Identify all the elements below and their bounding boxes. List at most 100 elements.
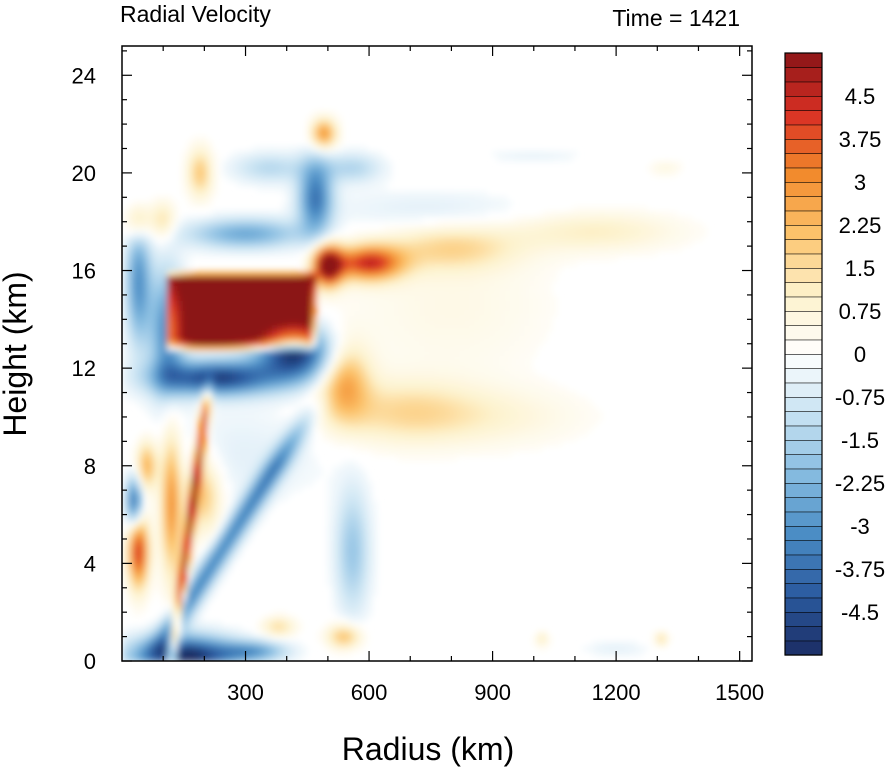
- heatmap-cell: [652, 246, 658, 252]
- heatmap-cell: [342, 301, 348, 307]
- heatmap-cell: [382, 291, 388, 297]
- heatmap-cell: [227, 221, 233, 227]
- heatmap-cell: [282, 421, 288, 427]
- heatmap-cell: [482, 211, 488, 217]
- heatmap-cell: [277, 436, 283, 442]
- heatmap-cell: [527, 256, 533, 262]
- heatmap-cell: [262, 406, 268, 412]
- heatmap-cell: [597, 236, 603, 242]
- heatmap-cell: [237, 451, 243, 457]
- heatmap-cell: [477, 356, 483, 362]
- heatmap-cell: [292, 186, 298, 192]
- heatmap-cell: [332, 256, 338, 262]
- heatmap-cell: [337, 256, 343, 262]
- heatmap-cell: [292, 161, 298, 167]
- heatmap-cell: [402, 211, 408, 217]
- heatmap-cell: [167, 361, 173, 367]
- heatmap-cell: [297, 151, 303, 157]
- heatmap-cell: [182, 411, 188, 417]
- heatmap-cell: [227, 296, 233, 302]
- heatmap-cell: [162, 401, 168, 407]
- heatmap-cell: [142, 286, 148, 292]
- heatmap-cell: [432, 346, 438, 352]
- heatmap-cell: [582, 421, 588, 427]
- heatmap-cell: [312, 286, 318, 292]
- heatmap-cell: [242, 226, 248, 232]
- heatmap-cell: [327, 196, 333, 202]
- heatmap-cell: [382, 156, 388, 162]
- heatmap-cell: [332, 286, 338, 292]
- heatmap-cell: [462, 201, 468, 207]
- heatmap-cell: [162, 341, 168, 347]
- heatmap-cell: [437, 261, 443, 267]
- heatmap-cell: [137, 201, 143, 207]
- heatmap-cell: [612, 236, 618, 242]
- heatmap-cell: [282, 376, 288, 382]
- heatmap-cell: [237, 456, 243, 462]
- heatmap-cell: [132, 261, 138, 267]
- heatmap-cell: [337, 196, 343, 202]
- heatmap-cell: [277, 366, 283, 372]
- heatmap-cell: [247, 316, 253, 322]
- heatmap-cell: [247, 251, 253, 257]
- heatmap-cell: [157, 266, 163, 272]
- heatmap-cell: [667, 226, 673, 232]
- heatmap-cell: [192, 156, 198, 162]
- heatmap-cell: [487, 441, 493, 447]
- heatmap-cell: [352, 421, 358, 427]
- heatmap-cell: [367, 386, 373, 392]
- heatmap-cell: [407, 366, 413, 372]
- heatmap-cell: [232, 156, 238, 162]
- heatmap-cell: [152, 211, 158, 217]
- heatmap-cell: [402, 361, 408, 367]
- heatmap-cell: [552, 306, 558, 312]
- heatmap-cell: [197, 216, 203, 222]
- heatmap-cell: [192, 231, 198, 237]
- heatmap-cell: [497, 301, 503, 307]
- heatmap-cell: [437, 296, 443, 302]
- heatmap-cell: [472, 306, 478, 312]
- heatmap-cell: [317, 151, 323, 157]
- heatmap-cell: [372, 266, 378, 272]
- heatmap-cell: [272, 436, 278, 442]
- heatmap-cell: [382, 176, 388, 182]
- heatmap-cell: [487, 246, 493, 252]
- heatmap-cell: [442, 236, 448, 242]
- heatmap-cell: [192, 361, 198, 367]
- heatmap-cell: [342, 156, 348, 162]
- heatmap-cell: [682, 241, 688, 247]
- heatmap-cell: [197, 426, 203, 432]
- heatmap-cell: [237, 161, 243, 167]
- heatmap-cell: [202, 346, 208, 352]
- heatmap-cell: [292, 146, 298, 152]
- heatmap-cell: [217, 356, 223, 362]
- heatmap-cell: [367, 206, 373, 212]
- heatmap-cell: [472, 316, 478, 322]
- heatmap-cell: [532, 321, 538, 327]
- heatmap-cell: [392, 326, 398, 332]
- heatmap-cell: [232, 396, 238, 402]
- heatmap-cell: [137, 381, 143, 387]
- heatmap-cell: [427, 441, 433, 447]
- heatmap-cell: [227, 356, 233, 362]
- heatmap-cell: [527, 261, 533, 267]
- heatmap-cell: [197, 136, 203, 142]
- heatmap-cell: [457, 426, 463, 432]
- heatmap-cell: [482, 431, 488, 437]
- heatmap-cell: [267, 306, 273, 312]
- heatmap-cell: [422, 406, 428, 412]
- heatmap-cell: [287, 146, 293, 152]
- heatmap-cell: [487, 241, 493, 247]
- heatmap-cell: [307, 351, 313, 357]
- heatmap-cell: [437, 401, 443, 407]
- heatmap-cell: [162, 431, 168, 437]
- heatmap-cell: [322, 151, 328, 157]
- heatmap-cell: [437, 251, 443, 257]
- heatmap-cell: [247, 246, 253, 252]
- heatmap-cell: [282, 426, 288, 432]
- heatmap-cell: [547, 271, 553, 277]
- heatmap-cell: [142, 376, 148, 382]
- heatmap-cell: [327, 376, 333, 382]
- heatmap-cell: [437, 381, 443, 387]
- heatmap-cell: [227, 396, 233, 402]
